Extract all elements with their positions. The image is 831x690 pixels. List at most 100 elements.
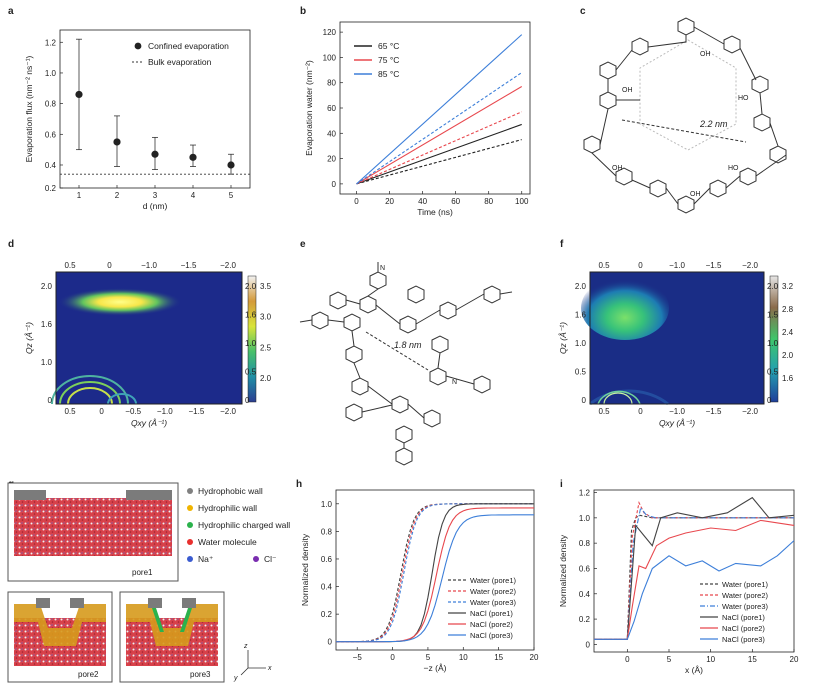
i-legend-label: NaCl (pore2) — [722, 624, 765, 633]
i-xtick-label: 5 — [667, 655, 672, 664]
i-xtick-label: 0 — [625, 655, 630, 664]
c-macrocycle — [583, 17, 787, 214]
b-ytick-label: 100 — [323, 53, 337, 62]
e-ring-16 — [345, 403, 363, 422]
a-xtick-label: 4 — [191, 191, 196, 200]
c-distance-label: 2.2 nm — [699, 119, 728, 129]
panel-a: a 1 2 3 4 5 0.2 0.4 0.6 0.8 1.0 1.2 d (nm) Evaporati… — [8, 6, 251, 211]
g-pore2-label: pore2 — [78, 670, 99, 679]
e-ring-13 — [351, 377, 369, 396]
h-xtick-label: 5 — [426, 653, 431, 662]
b-series-solid — [356, 86, 523, 185]
panel-g: g pore1 pore2 pore3 Hydrophobic wallHydr… — [7, 479, 290, 683]
e-ring-2 — [329, 291, 347, 310]
d-ticks: 0.5 0 −1.0 −1.5 −2.0 0.5 0 −0.5 −1.0 −1.5 −2.0 2.0 1… — [24, 261, 272, 428]
d-right-tick: 1.6 — [245, 311, 257, 320]
g-axes-glyph — [240, 650, 266, 676]
d-colorbar-tick: 2.0 — [260, 374, 272, 383]
f-colorbar-tick: 2.4 — [782, 328, 794, 337]
g-legend-dot — [187, 488, 193, 494]
h-ytick-label: 0 — [328, 638, 333, 647]
d-right-tick: 2.0 — [245, 282, 257, 291]
panel-b: b 0 20 40 60 80 100 0 20 40 60 80 100 120 Time (ns) Ev… — [300, 6, 531, 217]
c-ring-tl — [631, 37, 649, 56]
f-ring-inner — [597, 390, 641, 405]
h-legend-label: Water (pore3) — [470, 598, 516, 607]
f-colorbar-tick: 3.2 — [782, 282, 794, 291]
f-ticks: 0.5 0 −1.0 −1.5 −2.0 0.5 0 −1.0 −1.5 −2.0 2.0 1.6 1.… — [558, 261, 794, 428]
e-ring-3 — [407, 285, 425, 304]
d-top-tick: 0.5 — [64, 261, 76, 270]
i-legend-label: Water (pore1) — [722, 580, 768, 589]
a-ytick-label: 0.2 — [45, 184, 57, 193]
f-top-tick: −1.0 — [669, 261, 685, 270]
i-ytick-label: 0.2 — [579, 615, 591, 624]
e-ring-14 — [473, 375, 491, 394]
c-oh-left: OH — [622, 87, 633, 94]
h-ytick-label: 0.6 — [321, 555, 333, 564]
g-legend-label: Water molecule — [198, 537, 257, 547]
h-legend-label: Water (pore2) — [470, 587, 516, 596]
f-ring-outer — [589, 389, 669, 406]
h-axes-frame — [335, 489, 535, 651]
panel-h-label: h — [296, 479, 302, 490]
c-oh-top: OH — [700, 51, 711, 58]
a-point — [151, 150, 159, 158]
c-ring-br — [739, 167, 757, 186]
c-ring-l1 — [599, 61, 617, 80]
c-ho-br: HO — [728, 165, 739, 172]
panel-c: c 2.2 nm OH OH HO OH HO OH — [580, 6, 787, 214]
panel-i-plot: 0 5 10 15 20 0 0.2 0.4 0.6 0.8 1.0 1.2 x (Å) Normaliz… — [558, 489, 799, 675]
a-xtick-label: 3 — [153, 191, 158, 200]
f-top-tick: −1.5 — [706, 261, 722, 270]
b-series-dashed — [356, 72, 523, 185]
i-xtick-label: 10 — [706, 655, 715, 664]
e-ring-5 — [311, 311, 329, 330]
h-ylabel: Normalized density — [300, 533, 310, 606]
e-ring-4 — [359, 295, 377, 314]
f-left-tick: 0.5 — [575, 368, 587, 377]
f-left-tick: 1.6 — [575, 311, 587, 320]
f-top-tick: −2.0 — [742, 261, 758, 270]
f-colorbar — [769, 275, 779, 403]
h-legend-label: NaCl (pore1) — [470, 609, 513, 618]
panel-d-label: d — [8, 239, 14, 250]
b-ylabel: Evaporation water (nm⁻²) — [304, 60, 314, 156]
h-legend-label: NaCl (pore2) — [470, 620, 513, 629]
b-legend-label: 85 °C — [378, 69, 399, 79]
panel-d: d 0.5 0 −1.0 −1.5 −2.0 0.5 0 −0.5 −1.0 −1.5 −2.0 2.… — [8, 239, 272, 428]
f-ylabel: Qz (Å⁻¹) — [558, 322, 568, 354]
f-colorbar-tick: 2.0 — [782, 351, 794, 360]
g-legend-dot — [253, 556, 259, 562]
f-bottom-tick: 0 — [638, 407, 643, 416]
panel-e-label: e — [300, 239, 306, 250]
d-colorbar — [247, 275, 257, 403]
g-legend-label: Cl⁻ — [264, 554, 277, 564]
c-ring-l2 — [599, 91, 617, 110]
b-xlabel: Time (ns) — [417, 207, 453, 217]
c-ring-bottom — [677, 195, 695, 214]
g-axis-z: z — [243, 643, 248, 650]
f-left-tick: 2.0 — [575, 282, 587, 291]
e-ring-6 — [343, 313, 361, 332]
h-legend-label: NaCl (pore3) — [470, 631, 513, 640]
d-top-tick: −1.5 — [181, 261, 197, 270]
d-right-tick: 1.0 — [245, 339, 257, 348]
d-colorbar-tick: 2.5 — [260, 343, 272, 352]
h-series-line — [336, 514, 534, 643]
c-ring-l3 — [583, 135, 601, 154]
g-legend-dot — [187, 556, 193, 562]
a-point — [113, 138, 121, 146]
h-xlabel: −z (Å) — [424, 663, 447, 673]
f-left-tick: 1.0 — [575, 339, 587, 348]
c-ho-right: HO — [738, 95, 749, 102]
i-axes-frame — [593, 489, 795, 653]
d-right-tick: 0.5 — [245, 368, 257, 377]
b-series-dashed — [356, 139, 522, 185]
panel-b-label: b — [300, 6, 306, 17]
d-right-tick: 0 — [245, 396, 250, 405]
b-ytick-label: 60 — [327, 104, 336, 113]
h-ytick-label: 0.8 — [321, 527, 333, 536]
a-point — [189, 153, 197, 161]
